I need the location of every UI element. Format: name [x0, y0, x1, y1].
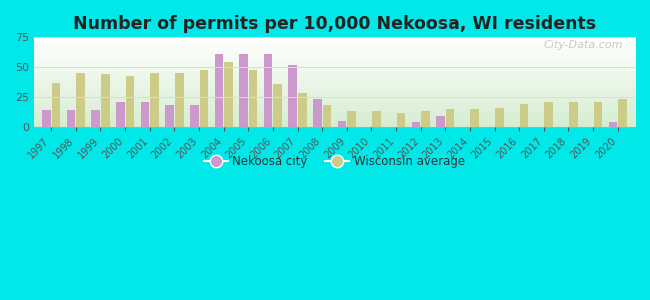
Bar — [52, 83, 60, 127]
Bar — [544, 102, 553, 127]
Bar — [347, 111, 356, 127]
Bar — [608, 122, 618, 127]
Bar — [150, 73, 159, 127]
Bar — [313, 99, 322, 127]
Bar — [446, 109, 454, 127]
Bar — [495, 108, 504, 127]
Bar — [214, 54, 223, 127]
Text: City-Data.com: City-Data.com — [543, 40, 623, 50]
Bar — [116, 102, 125, 127]
Legend: Nekoosa city, Wisconsin average: Nekoosa city, Wisconsin average — [200, 151, 470, 173]
Bar — [249, 70, 257, 127]
Bar — [289, 65, 297, 127]
Bar — [411, 122, 420, 127]
Bar — [396, 112, 405, 127]
Bar — [200, 70, 208, 127]
Bar — [338, 121, 346, 127]
Bar — [224, 62, 233, 127]
Bar — [239, 54, 248, 127]
Title: Number of permits per 10,000 Nekoosa, WI residents: Number of permits per 10,000 Nekoosa, WI… — [73, 15, 596, 33]
Bar — [175, 73, 183, 127]
Bar — [322, 105, 332, 127]
Bar — [190, 105, 198, 127]
Bar — [372, 111, 380, 127]
Bar — [101, 74, 110, 127]
Bar — [264, 54, 272, 127]
Bar — [76, 73, 85, 127]
Bar — [421, 111, 430, 127]
Bar — [140, 102, 150, 127]
Bar — [520, 104, 528, 127]
Bar — [471, 109, 479, 127]
Bar — [274, 84, 282, 127]
Bar — [42, 110, 51, 127]
Bar — [67, 110, 75, 127]
Bar — [569, 102, 578, 127]
Bar — [618, 99, 627, 127]
Bar — [92, 110, 100, 127]
Bar — [125, 76, 135, 127]
Bar — [436, 116, 445, 127]
Bar — [593, 102, 603, 127]
Bar — [298, 94, 307, 127]
Bar — [165, 105, 174, 127]
